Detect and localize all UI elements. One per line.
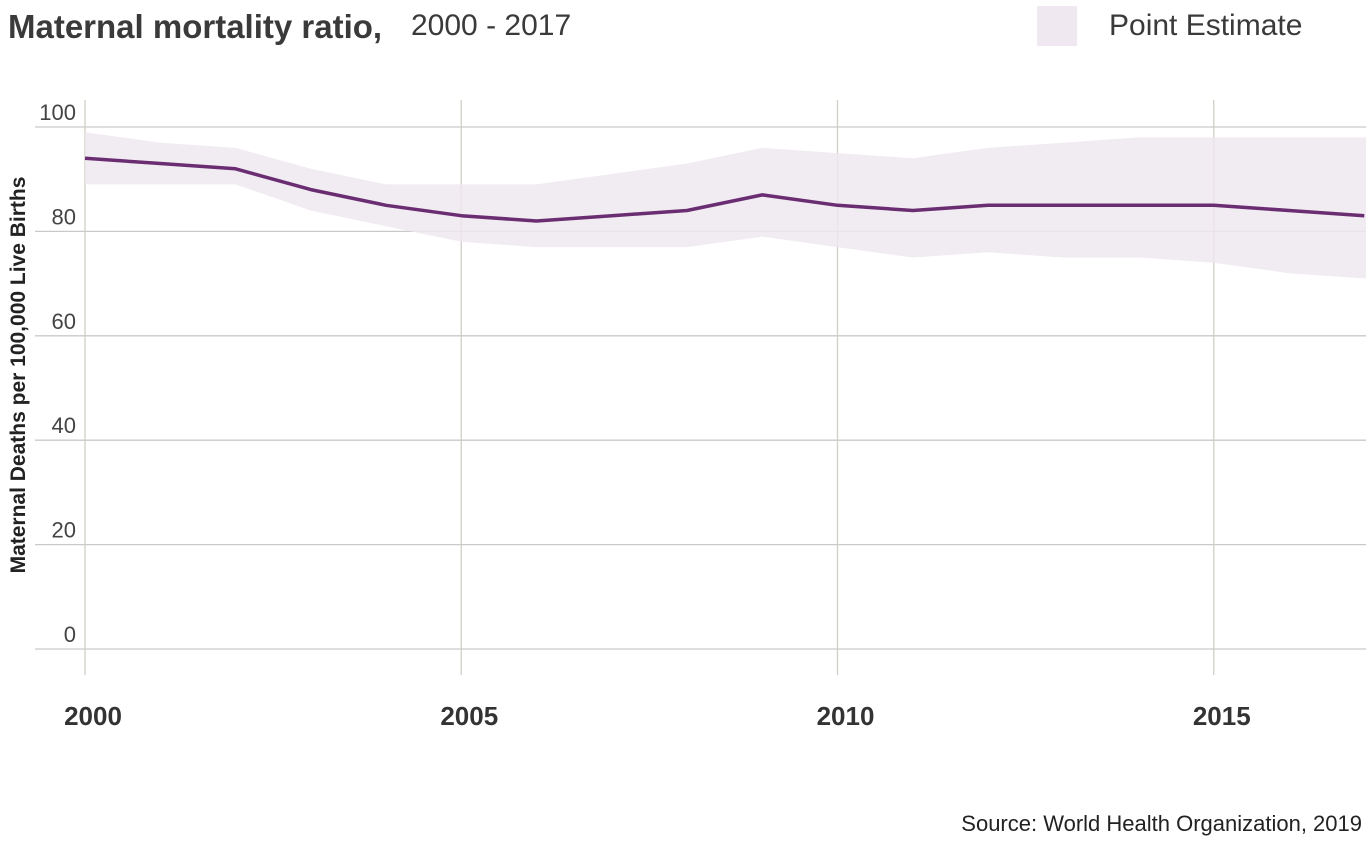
y-axis: Maternal Deaths per 100,000 Live Births: [7, 177, 30, 574]
x-tick-label: 2010: [817, 701, 875, 731]
chart-subtitle: 2000 - 2017: [411, 9, 572, 42]
y-tick-label: 0: [64, 622, 76, 647]
x-tick-labels: 2000 2005 2010 2015: [64, 701, 1251, 731]
legend-label: Point Estimate: [1109, 9, 1303, 42]
y-axis-label: Maternal Deaths per 100,000 Live Births: [7, 177, 30, 574]
y-tick-label: 80: [52, 204, 76, 229]
x-tick-label: 2000: [64, 701, 122, 731]
y-tick-label: 60: [52, 309, 76, 334]
point-estimate-line: [84, 156, 1365, 223]
chart-title: Maternal mortality ratio,: [8, 8, 383, 45]
confidence-band: [85, 132, 1366, 279]
y-tick-label: 40: [52, 413, 76, 438]
y-tick-label: 100: [39, 100, 76, 125]
legend: Point Estimate: [1037, 6, 1302, 46]
y-tick-labels: 0 20 40 60 80 100: [39, 100, 76, 647]
y-tick-label: 20: [52, 518, 76, 543]
source-note: Source: World Health Organization, 2019: [961, 811, 1362, 836]
x-tick-label: 2005: [440, 701, 498, 731]
legend-swatch: [1037, 6, 1077, 46]
x-tick-label: 2015: [1193, 701, 1251, 731]
